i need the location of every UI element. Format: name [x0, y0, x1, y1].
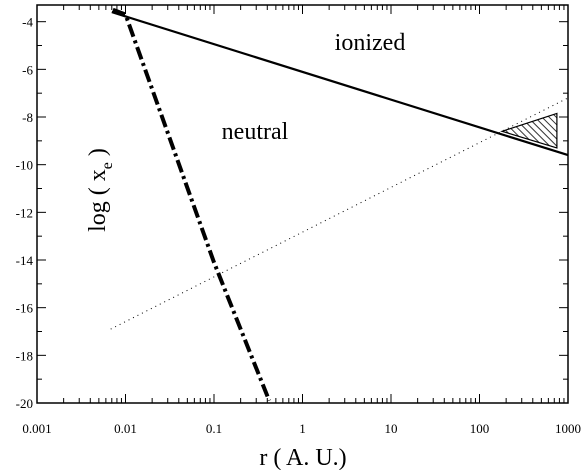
y-axis-title-main: log ( x	[85, 169, 111, 232]
y-tick-label: -6	[22, 62, 33, 77]
series-layer	[110, 7, 569, 402]
series-line-dotted	[110, 97, 569, 330]
x-tick-labels: 0.001 0.01 0.1 1 10 100 1000	[22, 421, 581, 436]
y-axis-title-close: )	[85, 148, 111, 156]
x-tick-label: 1	[299, 421, 306, 436]
y-tick-label: -20	[16, 396, 33, 411]
annotation-neutral: neutral	[222, 119, 289, 145]
x-tick-label: 0.001	[22, 421, 51, 436]
plot-frame	[36, 4, 569, 404]
x-tick-label: 1000	[555, 421, 581, 436]
y-tick-label: -14	[16, 253, 34, 268]
y-axis-title: log ( xe)	[85, 148, 116, 232]
y-tick-labels: -4 -6 -8 -10 -12 -14 -16 -18 -20	[16, 15, 34, 411]
hatched-region	[500, 112, 558, 149]
x-tick-label: 0.01	[114, 421, 137, 436]
svg-text:log ( xe): log ( xe)	[85, 148, 116, 232]
y-tick-label: -10	[16, 158, 33, 173]
y-tick-label: -12	[16, 205, 33, 220]
series-line-dash-dot	[112, 7, 272, 402]
x-tick-label: 100	[470, 421, 490, 436]
y-tick-label: -16	[16, 301, 34, 316]
x-axis-title: r ( A. U.)	[259, 445, 346, 470]
axis-ticks	[36, 5, 569, 404]
annotation-ionized: ionized	[335, 30, 406, 56]
y-tick-label: -18	[16, 348, 33, 363]
series-line-solid	[111, 11, 569, 157]
y-tick-label: -8	[22, 110, 33, 125]
y-axis-title-subscript: e	[99, 162, 116, 169]
x-tick-label: 0.1	[206, 421, 222, 436]
x-tick-label: 10	[385, 421, 398, 436]
y-tick-label: -4	[22, 15, 33, 30]
